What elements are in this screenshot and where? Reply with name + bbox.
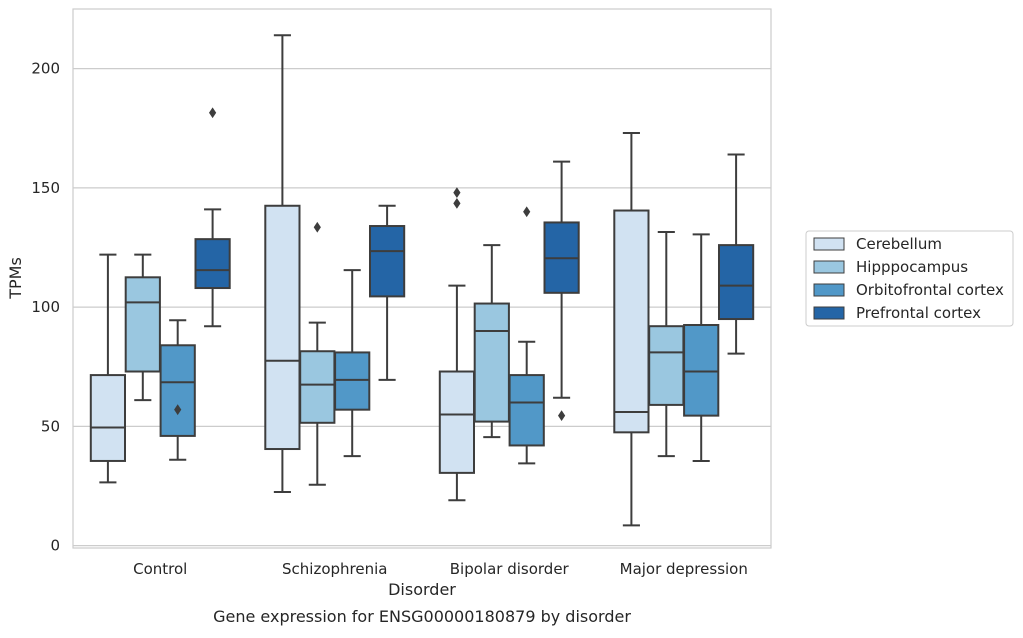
outlier-point — [209, 107, 217, 119]
box-3-0 — [194, 107, 231, 328]
x-tick-label-2: Bipolar disorder — [450, 560, 570, 578]
box-3-2 — [543, 160, 580, 422]
box-2-1 — [334, 269, 371, 458]
box-1-1 — [299, 221, 336, 486]
legend-frame — [805, 230, 1014, 327]
outlier-point — [558, 410, 566, 422]
outlier-point — [313, 221, 321, 233]
legend-label-1: Hipppocampus — [856, 258, 968, 276]
box-iqr — [717, 244, 755, 321]
legend-swatch-3 — [813, 306, 845, 320]
box-2-0 — [159, 319, 196, 461]
box-0-2 — [438, 187, 476, 502]
box-2-2 — [508, 206, 545, 465]
outlier-point — [174, 404, 182, 416]
box-iqr — [683, 324, 720, 417]
box-1-2 — [473, 244, 510, 439]
box-iqr — [613, 209, 650, 434]
box-iqr — [508, 374, 545, 447]
legend-swatch-0 — [813, 237, 845, 251]
box-iqr — [648, 325, 685, 406]
box-1-3 — [648, 230, 685, 458]
box-iqr — [264, 204, 301, 451]
box-3-3 — [717, 153, 755, 355]
box-iqr — [473, 302, 510, 423]
box-iqr — [89, 374, 127, 462]
box-iqr — [194, 238, 231, 290]
y-tick-label-200: 200 — [31, 60, 60, 78]
box-iqr — [124, 276, 161, 373]
y-tick-label-50: 50 — [41, 417, 60, 435]
x-axis-ticks: Control Schizophrenia Bipolar disorder Majo… — [133, 560, 748, 578]
chart-caption: Gene expression for ENSG00000180879 by d… — [213, 607, 631, 626]
legend-swatch-2 — [813, 283, 845, 297]
y-tick-label-100: 100 — [31, 298, 60, 316]
legend-label-0: Cerebellum — [856, 235, 942, 253]
legend-label-3: Prefrontal cortex — [856, 304, 981, 322]
box-0-0 — [89, 253, 127, 484]
legend: Cerebellum Hipppocampus Orbitofrontal cort… — [805, 230, 1014, 327]
outlier-point — [453, 197, 461, 209]
box-iqr — [368, 225, 406, 298]
box-0-3 — [613, 132, 650, 527]
box-2-3 — [683, 233, 720, 462]
legend-label-2: Orbitofrontal cortex — [856, 281, 1004, 299]
outlier-point — [523, 206, 531, 218]
x-tick-label-1: Schizophrenia — [282, 560, 387, 578]
x-axis-label: Disorder — [388, 580, 456, 599]
y-tick-label-0: 0 — [50, 537, 60, 555]
box-iqr — [299, 350, 336, 424]
legend-swatch-1 — [813, 260, 845, 274]
y-tick-label-150: 150 — [31, 179, 60, 197]
x-tick-label-3: Major depression — [620, 560, 748, 578]
legend-entries: Cerebellum Hipppocampus Orbitofrontal cort… — [813, 235, 1004, 322]
box-3-1 — [368, 204, 406, 381]
box-iqr — [334, 351, 371, 411]
box-0-1 — [264, 34, 301, 493]
box-1-0 — [124, 253, 161, 402]
y-axis-ticks: 0 50 100 150 200 — [31, 60, 60, 555]
x-tick-label-0: Control — [133, 560, 187, 578]
outlier-point — [453, 187, 461, 199]
plot-frame — [72, 8, 772, 549]
box-iqr — [159, 344, 196, 437]
y-axis-label: TPMs — [6, 257, 25, 300]
boxes — [89, 34, 755, 527]
box-iqr — [438, 370, 476, 474]
